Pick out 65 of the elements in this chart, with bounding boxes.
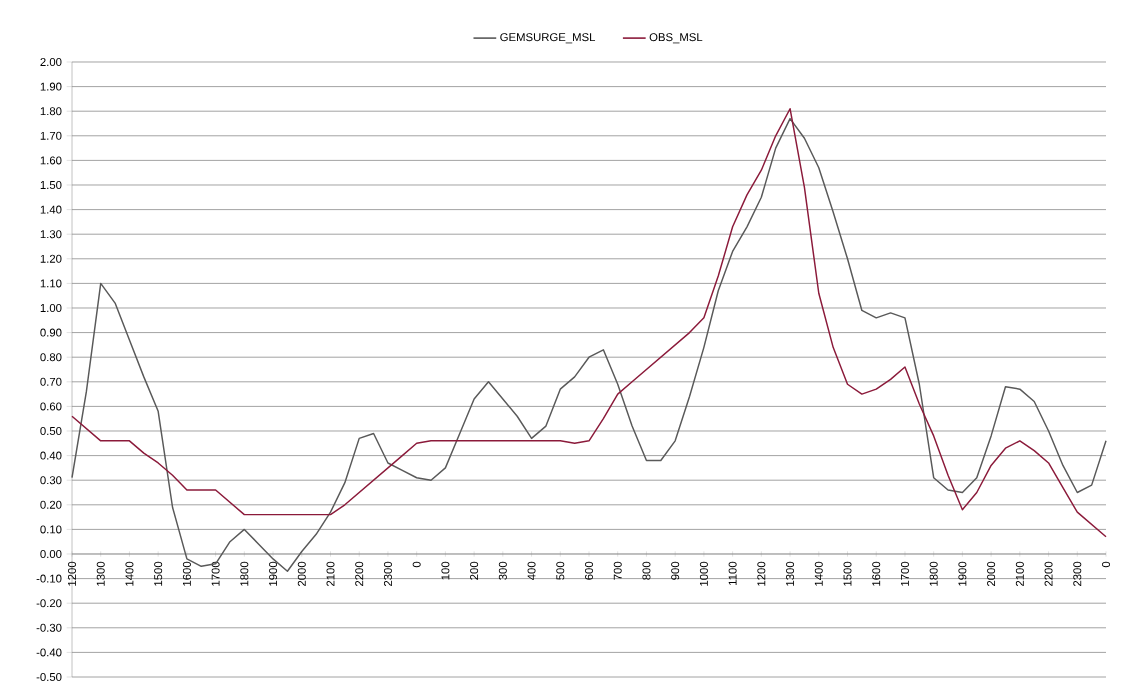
y-tick-label: -0.10 <box>36 574 62 583</box>
x-tick-label: 1800 <box>929 561 938 586</box>
x-tick-label: 500 <box>556 561 565 580</box>
y-tick-label: 1.60 <box>40 156 62 165</box>
x-tick-label: 1200 <box>68 561 77 586</box>
x-tick-label: 700 <box>613 561 622 580</box>
x-tick-label: 1000 <box>699 561 708 586</box>
y-tick-label: 2.00 <box>40 57 62 66</box>
y-tick-label: 1.00 <box>40 303 62 312</box>
y-tick-label: 0.60 <box>40 402 62 411</box>
y-tick-label: 0.50 <box>40 426 62 435</box>
legend-label: OBS_MSL <box>649 33 703 44</box>
x-tick-label: 800 <box>642 561 651 580</box>
x-tick-label: 1100 <box>728 561 737 585</box>
x-tick-label: 300 <box>498 561 507 580</box>
x-tick-label: 2200 <box>1044 561 1053 587</box>
x-tick-label: 2000 <box>987 561 996 587</box>
y-tick-label: 1.50 <box>40 180 62 189</box>
y-tick-label: 0.40 <box>40 451 62 460</box>
x-tick-label: 1800 <box>240 561 249 586</box>
x-tick-label: 1300 <box>96 561 105 586</box>
x-tick-label: 2300 <box>1073 561 1082 587</box>
y-tick-label: 0.80 <box>40 353 62 362</box>
x-tick-label: 1700 <box>211 561 220 586</box>
y-tick-label: 1.90 <box>40 82 62 91</box>
x-tick-label: 100 <box>441 561 450 580</box>
y-tick-label: 0.30 <box>40 476 62 485</box>
x-tick-label: 1300 <box>786 561 795 586</box>
x-tick-label: 1400 <box>814 561 823 586</box>
y-tick-label: -0.30 <box>36 623 62 632</box>
y-tick-label: 0.00 <box>40 549 62 558</box>
y-tick-label: 1.70 <box>40 131 62 140</box>
x-tick-label: 1200 <box>757 561 766 586</box>
x-tick-label: 900 <box>671 561 680 580</box>
y-tick-label: 0.10 <box>40 525 62 534</box>
x-tick-label: 1600 <box>182 561 191 586</box>
y-tick-label: 0.70 <box>40 377 62 386</box>
x-tick-label: 2100 <box>326 561 335 587</box>
y-tick-label: 1.20 <box>40 254 62 263</box>
y-tick-label: 0.20 <box>40 500 62 509</box>
y-tick-label: 1.40 <box>40 205 62 214</box>
x-tick-label: 200 <box>470 561 479 580</box>
x-tick-label: 1600 <box>872 561 881 586</box>
x-tick-label: 1500 <box>843 561 852 586</box>
x-tick-label: 1500 <box>154 561 163 586</box>
legend-label: GEMSURGE_MSL <box>500 33 596 44</box>
x-tick-label: 1900 <box>958 561 967 586</box>
x-tick-label: 2200 <box>355 561 364 587</box>
x-tick-label: 2300 <box>383 561 392 587</box>
x-tick-label: 1700 <box>900 561 909 586</box>
y-tick-label: -0.50 <box>36 673 62 682</box>
y-tick-label: 1.80 <box>40 107 62 116</box>
x-tick-label: 0 <box>412 561 421 568</box>
y-tick-label: 1.10 <box>40 279 62 288</box>
y-tick-label: -0.20 <box>36 599 62 608</box>
x-tick-label: 600 <box>585 561 594 580</box>
y-tick-label: 0.90 <box>40 328 62 337</box>
x-tick-label: 0 <box>1102 561 1111 568</box>
x-tick-label: 1400 <box>125 561 134 586</box>
x-tick-label: 1900 <box>269 561 278 586</box>
x-tick-label: 400 <box>527 561 536 581</box>
x-tick-label: 2100 <box>1015 561 1024 587</box>
x-tick-label: 2000 <box>297 561 306 587</box>
y-tick-label: 1.30 <box>40 230 62 239</box>
y-tick-label: -0.40 <box>36 648 62 657</box>
